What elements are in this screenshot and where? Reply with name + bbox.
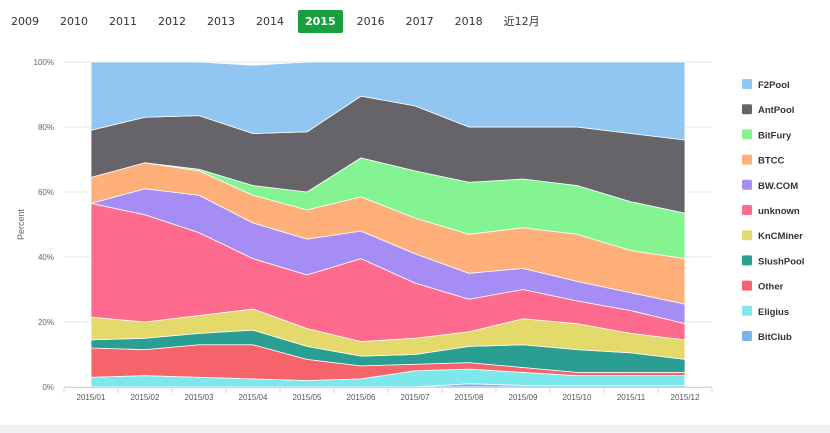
- y-tick-label: 80%: [38, 123, 54, 132]
- legend-label-eligius: Eligius: [758, 307, 789, 318]
- legend-label-kncminer: KnCMiner: [758, 231, 803, 242]
- year-tabs: 2009 2010 2011 2012 2013 2014 2015 2016 2017 2018…: [0, 8, 554, 34]
- legend-label-other: Other: [758, 282, 784, 293]
- chart-svg: 0% 20% 40% 60% 80% 100% Percent 2015/01 2015/02 2…: [16, 58, 804, 402]
- x-tick-label: 2015/10: [563, 393, 592, 402]
- year-tab-2016[interactable]: 2016: [356, 14, 385, 28]
- y-tick-label: 0%: [42, 383, 54, 392]
- x-tick-label: 2015/08: [455, 393, 484, 402]
- area-f2pool: [90, 61, 686, 141]
- legend-swatch-kncminer: [742, 230, 752, 241]
- stacked-area-chart: 0% 20% 40% 60% 80% 100% Percent 2015/01 2015/02 2…: [0, 50, 830, 415]
- x-tick-label: 2015/01: [77, 393, 106, 402]
- legend-swatch-btcc: [742, 154, 752, 165]
- legend-label-slushpool: SlushPool: [758, 256, 804, 267]
- legend-swatch-unknown: [742, 205, 752, 215]
- x-tick-label: 2015/03: [185, 393, 214, 402]
- legend-label-bitfury: BitFury: [758, 130, 792, 141]
- y-axis-label: Percent: [16, 208, 26, 240]
- legend-label-bw-com: BW.COM: [758, 181, 798, 192]
- year-tab-2010[interactable]: 2010: [60, 14, 88, 28]
- x-tick-label: 2015/12: [671, 393, 700, 402]
- x-tick-label: 2015/11: [617, 393, 646, 402]
- legend-label-f2pool: F2Pool: [758, 80, 790, 91]
- legend-label-antpool: AntPool: [758, 105, 794, 116]
- year-tab-2012[interactable]: 2012: [158, 14, 186, 28]
- legend-swatch-f2pool: [742, 79, 752, 89]
- legend-swatch-antpool: [742, 104, 752, 115]
- legend-swatch-bw-com: [742, 179, 752, 190]
- legend-swatch-slushpool: [742, 255, 752, 266]
- x-tick-label: 2015/06: [347, 393, 376, 402]
- y-tick-label: 40%: [38, 253, 54, 262]
- y-tick-label: 100%: [34, 58, 54, 67]
- x-tick-label: 2015/04: [239, 393, 268, 402]
- legend-swatch-bitfury: [742, 129, 752, 140]
- legend-label-bitclub: BitClub: [758, 332, 792, 343]
- x-tick-label: 2015/02: [131, 393, 160, 402]
- year-tab-2011[interactable]: 2011: [109, 14, 137, 28]
- x-tick-label: 2015/07: [401, 393, 430, 402]
- x-tick-label: 2015/05: [293, 393, 322, 402]
- footer-bar: [0, 425, 830, 433]
- year-tab-last12[interactable]: 近12月: [503, 15, 540, 28]
- year-tab-2014[interactable]: 2014: [256, 14, 284, 28]
- year-tab-2009[interactable]: 2009: [11, 14, 39, 28]
- year-tab-2017[interactable]: 2017: [405, 14, 434, 28]
- legend-swatch-other: [742, 280, 752, 291]
- year-tab-2013[interactable]: 2013: [207, 14, 235, 28]
- y-tick-label: 20%: [38, 318, 54, 327]
- year-tab-2015[interactable]: 2015: [298, 9, 343, 33]
- y-tick-label: 60%: [38, 188, 54, 197]
- legend-swatch-eligius: [742, 305, 752, 316]
- legend-label-btcc: BTCC: [758, 156, 785, 167]
- x-tick-label: 2015/09: [509, 393, 538, 402]
- legend-swatch-bitclub: [742, 331, 752, 341]
- year-tab-2018[interactable]: 2018: [454, 14, 483, 28]
- legend-label-unknown: unknown: [758, 206, 800, 217]
